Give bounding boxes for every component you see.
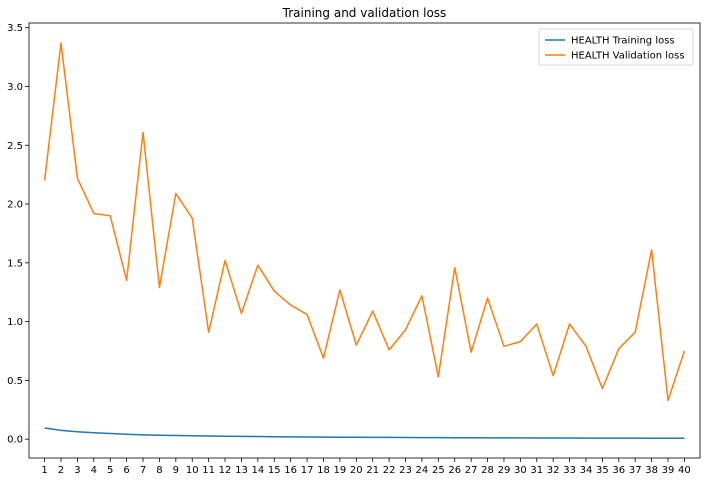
x-tick-label: 25 — [432, 465, 445, 476]
x-tick-label: 37 — [629, 465, 642, 476]
x-tick-label: 26 — [448, 465, 461, 476]
x-tick-label: 11 — [202, 465, 215, 476]
x-tick-label: 2 — [58, 465, 64, 476]
y-tick-label: 0.5 — [7, 376, 23, 387]
y-axis: 0.0 0.5 1.0 1.5 2.0 2.5 3.0 3.5 — [7, 23, 29, 446]
training-loss-line — [44, 427, 685, 439]
y-tick-label: 1.5 — [7, 258, 23, 269]
x-tick-label: 33 — [563, 465, 576, 476]
x-tick-label: 27 — [465, 465, 478, 476]
plot-area — [28, 22, 701, 459]
x-tick-label: 38 — [645, 465, 658, 476]
x-tick-label: 19 — [334, 465, 347, 476]
y-tick-label: 2.5 — [7, 141, 23, 152]
x-tick-label: 32 — [547, 465, 560, 476]
x-tick-label: 24 — [416, 465, 429, 476]
x-tick-label: 34 — [580, 465, 593, 476]
x-tick-label: 29 — [498, 465, 511, 476]
legend: HEALTH Training loss HEALTH Validation lo… — [538, 28, 694, 66]
legend-box — [538, 28, 694, 66]
validation-loss-line — [43, 42, 686, 402]
x-tick-label: 28 — [481, 465, 494, 476]
chart-title: Training and validation loss — [282, 6, 447, 20]
x-tick-label: 16 — [284, 465, 297, 476]
y-tick-label: 1.0 — [7, 317, 23, 328]
x-tick-label: 30 — [514, 465, 527, 476]
x-tick-label: 7 — [140, 465, 146, 476]
plot-frame — [28, 22, 701, 459]
x-tick-label: 6 — [123, 465, 129, 476]
x-tick-label: 5 — [107, 465, 113, 476]
legend-label: HEALTH Training loss — [571, 36, 675, 47]
x-axis: 1 2 3 4 5 6 7 8 9 10 11 12 13 14 15 16 17 18 19 20 21 22 23 24 2… — [41, 458, 691, 476]
x-tick-label: 40 — [678, 465, 691, 476]
x-tick-label: 36 — [612, 465, 625, 476]
x-tick-label: 4 — [91, 465, 97, 476]
x-tick-label: 12 — [219, 465, 232, 476]
y-tick-label: 0.0 — [7, 435, 23, 446]
x-tick-label: 15 — [268, 465, 281, 476]
x-tick-label: 9 — [173, 465, 179, 476]
x-tick-label: 31 — [530, 465, 543, 476]
x-tick-label: 10 — [186, 465, 199, 476]
x-tick-label: 17 — [301, 465, 314, 476]
y-tick-label: 3.0 — [7, 82, 23, 93]
x-tick-label: 39 — [662, 465, 675, 476]
x-tick-label: 18 — [317, 465, 330, 476]
x-tick-label: 21 — [366, 465, 379, 476]
legend-label: HEALTH Validation loss — [571, 51, 685, 62]
x-tick-label: 3 — [74, 465, 80, 476]
y-tick-label: 3.5 — [7, 23, 23, 34]
x-tick-label: 1 — [41, 465, 47, 476]
x-tick-label: 14 — [251, 465, 264, 476]
series-layer — [43, 42, 686, 439]
x-tick-label: 13 — [235, 465, 248, 476]
x-tick-label: 22 — [383, 465, 396, 476]
x-tick-label: 23 — [399, 465, 412, 476]
x-tick-label: 8 — [156, 465, 162, 476]
x-tick-label: 20 — [350, 465, 363, 476]
x-tick-label: 35 — [596, 465, 609, 476]
y-tick-label: 2.0 — [7, 200, 23, 211]
